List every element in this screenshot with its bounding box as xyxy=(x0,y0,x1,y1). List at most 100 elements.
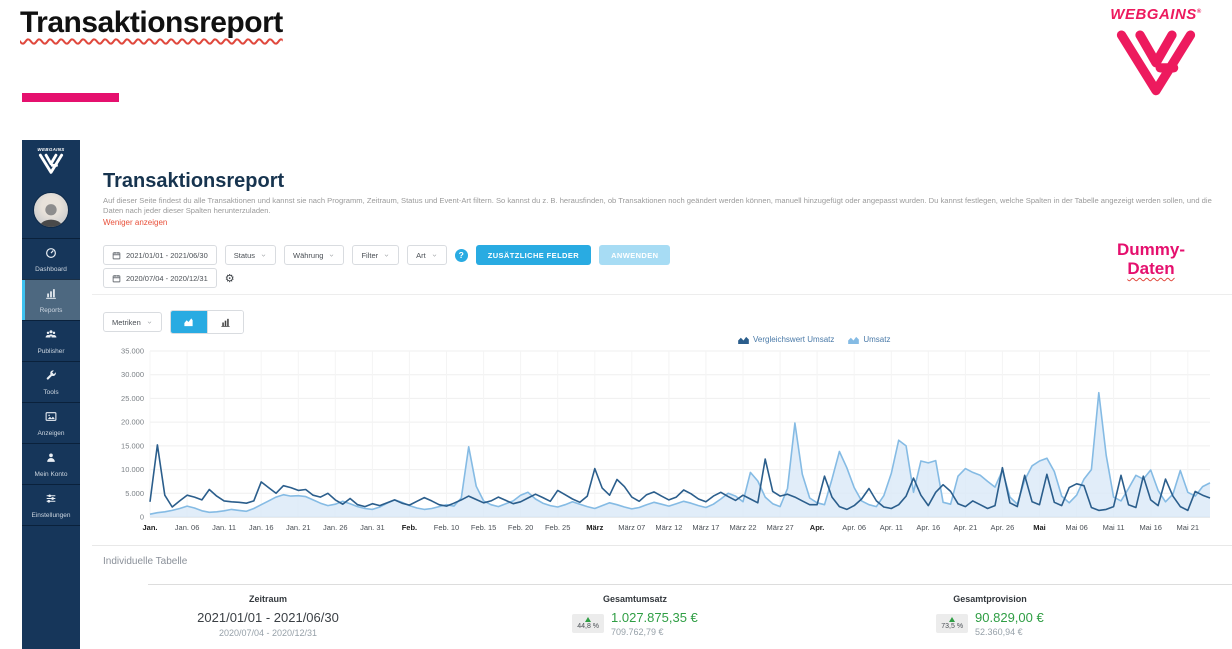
svg-text:Jan. 31: Jan. 31 xyxy=(360,523,385,532)
svg-text:Apr. 26: Apr. 26 xyxy=(991,523,1015,532)
sidebar-item-label: Einstellungen xyxy=(31,512,71,519)
svg-text:März 27: März 27 xyxy=(767,523,794,532)
stat-zeitraum: Zeitraum 2021/01/01 - 2021/06/30 2020/07… xyxy=(103,594,433,638)
zeitraum-comparison: 2020/07/04 - 2020/12/31 xyxy=(218,628,318,638)
svg-text:Jan. 06: Jan. 06 xyxy=(175,523,200,532)
sidebar-item-anzeigen[interactable]: Anzeigen xyxy=(22,402,80,443)
apply-button[interactable]: ANWENDEN xyxy=(599,245,671,265)
bar-chart-icon xyxy=(44,287,58,304)
filter-row-comparison: 2020/07/04 - 2020/12/31 ⚙ xyxy=(103,268,235,288)
svg-text:Feb. 15: Feb. 15 xyxy=(471,523,496,532)
webgains-wordmark: WEBGAINS® xyxy=(1110,6,1202,23)
area-series-icon xyxy=(738,336,749,344)
sidebar-item-label: Mein Konto xyxy=(34,471,68,478)
svg-text:Jan. 16: Jan. 16 xyxy=(249,523,274,532)
svg-text:Jan. 26: Jan. 26 xyxy=(323,523,348,532)
sidebar-item-reports[interactable]: Reports xyxy=(22,279,80,320)
report-description: Auf dieser Seite findest du alle Transak… xyxy=(103,196,1212,215)
date-range-comparison[interactable]: 2020/07/04 - 2020/12/31 xyxy=(103,268,217,288)
filter-row-primary: 2021/01/01 - 2021/06/30 Status Währung F… xyxy=(103,245,671,265)
svg-text:Mai 16: Mai 16 xyxy=(1139,523,1162,532)
sidebar: WEBGAINS Dashboard Reports Publisher Tools A… xyxy=(22,140,80,649)
sidebar-item-publisher[interactable]: Publisher xyxy=(22,320,80,361)
sidebar-mark-icon xyxy=(38,153,64,174)
sidebar-item-dashboard[interactable]: Dashboard xyxy=(22,238,80,279)
column-chart-toggle[interactable] xyxy=(206,311,243,333)
section-title: Individuelle Tabelle xyxy=(103,556,188,567)
chevron-down-icon xyxy=(432,254,436,257)
sidebar-item-mein-konto[interactable]: Mein Konto xyxy=(22,443,80,484)
svg-text:15.000: 15.000 xyxy=(121,441,144,450)
gear-icon[interactable]: ⚙ xyxy=(224,271,235,285)
webgains-mark-icon xyxy=(1086,25,1226,104)
sidebar-item-label: Reports xyxy=(39,307,63,314)
user-icon xyxy=(44,451,58,468)
svg-text:Mai 21: Mai 21 xyxy=(1177,523,1200,532)
divider xyxy=(148,584,1232,585)
metrics-dropdown[interactable]: Metriken xyxy=(103,312,162,332)
accent-bar xyxy=(22,93,119,102)
gauge-icon xyxy=(44,246,58,263)
change-badge: 73,5 % xyxy=(936,614,969,633)
gesamtprovision-comparison: 52.360,94 € xyxy=(975,627,1023,637)
currency-dropdown[interactable]: Währung xyxy=(284,245,345,265)
area-chart-toggle[interactable] xyxy=(170,311,207,333)
svg-text:März 17: März 17 xyxy=(692,523,719,532)
area-series-icon xyxy=(848,336,860,344)
sidebar-logo: WEBGAINS xyxy=(22,140,80,180)
svg-text:Jan. 21: Jan. 21 xyxy=(286,523,311,532)
svg-text:Jan. 11: Jan. 11 xyxy=(212,523,236,532)
chevron-down-icon xyxy=(147,321,151,324)
column-chart-icon xyxy=(221,318,230,327)
avatar[interactable] xyxy=(33,192,69,228)
chevron-down-icon xyxy=(261,254,266,257)
svg-text:Apr. 11: Apr. 11 xyxy=(880,523,903,532)
svg-text:10.000: 10.000 xyxy=(121,465,144,474)
up-arrow-icon xyxy=(585,617,592,622)
users-icon xyxy=(44,328,58,345)
dummy-data-watermark: Dummy- Daten xyxy=(1116,240,1185,278)
gesamtprovision-value: 90.829,00 € xyxy=(975,610,1044,625)
svg-text:März 12: März 12 xyxy=(655,523,682,532)
gesamtumsatz-value: 1.027.875,35 € xyxy=(611,610,698,625)
webgains-logo: WEBGAINS® xyxy=(1086,6,1226,104)
legend-item-umsatz[interactable]: Umsatz xyxy=(848,335,890,344)
svg-text:Mai 11: Mai 11 xyxy=(1103,523,1125,532)
svg-text:30.000: 30.000 xyxy=(121,370,144,379)
sidebar-wordmark: WEBGAINS xyxy=(37,147,65,152)
report-title: Transaktionsreport xyxy=(103,170,285,192)
stat-gesamtprovision: Gesamtprovision 73,5 % 90.829,00 € 52.36… xyxy=(830,594,1150,637)
chart-type-toggle xyxy=(169,310,244,334)
sidebar-item-label: Tools xyxy=(43,389,59,396)
date-range-primary[interactable]: 2021/01/01 - 2021/06/30 xyxy=(103,245,217,265)
svg-text:März 22: März 22 xyxy=(729,523,756,532)
sidebar-item-label: Publisher xyxy=(37,348,65,355)
chevron-down-icon xyxy=(384,254,389,257)
svg-text:Jan.: Jan. xyxy=(142,523,157,532)
svg-text:Apr. 06: Apr. 06 xyxy=(842,523,866,532)
person-photo-icon xyxy=(38,204,64,227)
svg-text:Feb.: Feb. xyxy=(402,523,417,532)
legend-item-vergleichswert[interactable]: Vergleichswert Umsatz xyxy=(738,335,834,344)
svg-text:Mai: Mai xyxy=(1033,523,1046,532)
sidebar-item-einstellungen[interactable]: Einstellungen xyxy=(22,484,80,526)
sidebar-nav: Dashboard Reports Publisher Tools Anzeigen Me… xyxy=(22,238,80,526)
svg-text:Feb. 20: Feb. 20 xyxy=(508,523,533,532)
help-icon[interactable]: ? xyxy=(454,248,468,262)
sidebar-item-tools[interactable]: Tools xyxy=(22,361,80,402)
type-dropdown[interactable]: Art xyxy=(407,245,447,265)
additional-fields-button[interactable]: ZUSÄTZLICHE FELDER xyxy=(475,245,592,265)
svg-text:0: 0 xyxy=(140,513,144,522)
date-range-primary-value: 2021/01/01 - 2021/06/30 xyxy=(126,250,208,260)
svg-text:20.000: 20.000 xyxy=(121,418,144,427)
status-dropdown[interactable]: Status xyxy=(224,245,277,265)
change-badge: 44,8 % xyxy=(572,614,605,633)
svg-text:Feb. 10: Feb. 10 xyxy=(434,523,459,532)
svg-text:Apr. 21: Apr. 21 xyxy=(954,523,978,532)
svg-text:25.000: 25.000 xyxy=(121,394,144,403)
divider xyxy=(92,545,1232,546)
filter-dropdown[interactable]: Filter xyxy=(352,245,400,265)
show-less-link[interactable]: Weniger anzeigen xyxy=(103,218,168,227)
divider xyxy=(92,294,1232,295)
revenue-chart[interactable]: 0 5.000 10.000 15.000 20.000 25.000 30.000 35.0… xyxy=(103,347,1218,539)
